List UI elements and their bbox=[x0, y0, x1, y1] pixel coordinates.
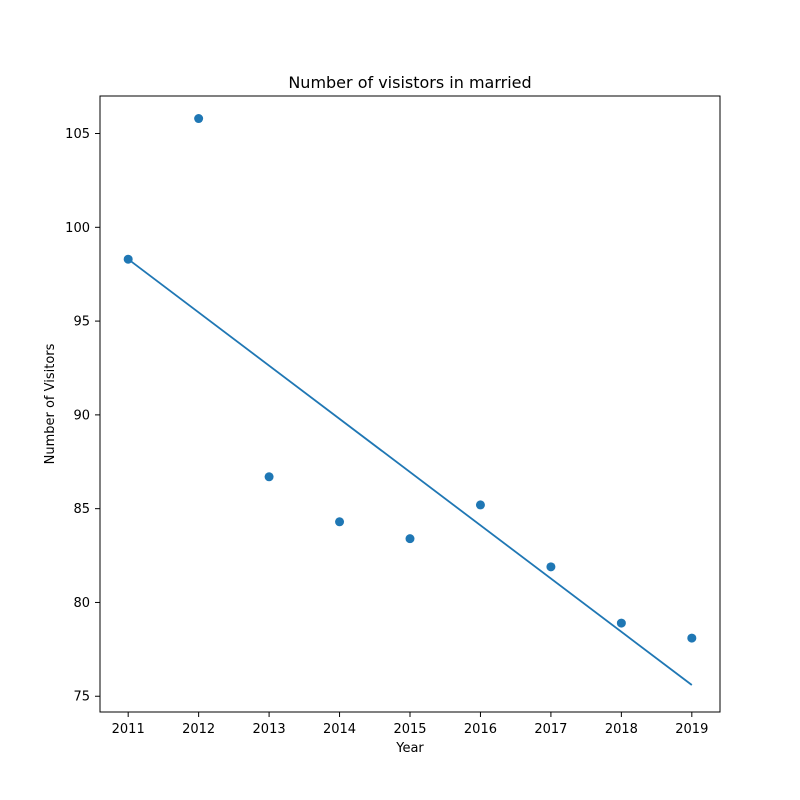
x-tick-label: 2012 bbox=[182, 722, 215, 737]
x-axis: 2011 2012 2013 2014 2015 2016 2017 2018 2019 bbox=[112, 712, 708, 737]
y-tick-label: 75 bbox=[73, 690, 90, 705]
trend-line bbox=[127, 258, 693, 686]
x-axis-label: Year bbox=[395, 741, 424, 756]
x-tick-label: 2015 bbox=[393, 722, 426, 737]
x-tick-label: 2017 bbox=[534, 722, 567, 737]
y-tick-label: 85 bbox=[73, 502, 90, 517]
scatter-point bbox=[475, 500, 485, 510]
plot-frame bbox=[99, 95, 721, 713]
scatter-point bbox=[123, 254, 133, 264]
chart-title: Number of visistors in married bbox=[288, 73, 531, 92]
scatter-point bbox=[264, 472, 274, 482]
scatter-point bbox=[687, 633, 697, 643]
x-tick-label: 2019 bbox=[675, 722, 708, 737]
y-tick-label: 100 bbox=[65, 221, 90, 236]
scatter-point bbox=[546, 562, 556, 572]
series-layer bbox=[123, 114, 697, 686]
plot-area: 2011 2012 2013 2014 2015 2016 2017 2018 2019 75 8… bbox=[65, 95, 721, 737]
x-tick-label: 2016 bbox=[464, 722, 497, 737]
x-tick-label: 2018 bbox=[605, 722, 638, 737]
y-axis-label: Number of Visitors bbox=[43, 343, 58, 464]
x-tick-label: 2011 bbox=[112, 722, 145, 737]
y-tick-label: 95 bbox=[73, 315, 90, 330]
y-tick-label: 90 bbox=[73, 408, 90, 423]
scatter-point bbox=[616, 618, 626, 628]
y-tick-label: 80 bbox=[73, 596, 90, 611]
scatter-point bbox=[405, 534, 415, 544]
y-axis: 75 80 85 90 95 100 105 bbox=[65, 127, 100, 705]
x-tick-label: 2014 bbox=[323, 722, 356, 737]
y-tick-label: 105 bbox=[65, 127, 90, 142]
scatter-point bbox=[335, 517, 345, 527]
scatter-point bbox=[194, 114, 204, 124]
x-tick-label: 2013 bbox=[253, 722, 286, 737]
